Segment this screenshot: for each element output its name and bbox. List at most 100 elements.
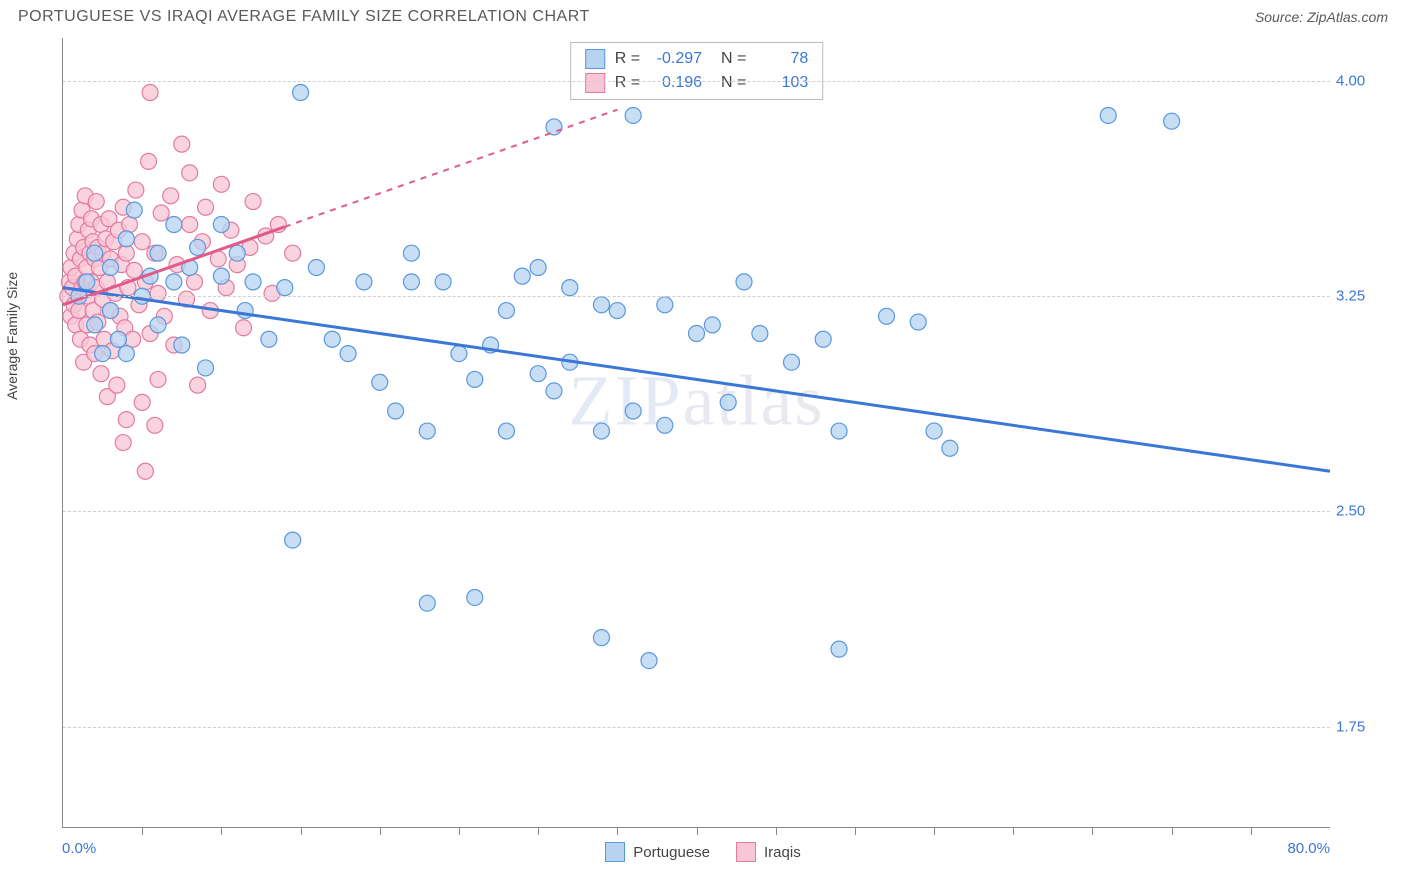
scatter-point: [110, 331, 126, 347]
scatter-point: [689, 326, 705, 342]
scatter-point: [293, 85, 309, 101]
stats-r-label: R =: [615, 71, 640, 95]
scatter-point: [372, 374, 388, 390]
scatter-point: [356, 274, 372, 290]
scatter-point: [166, 274, 182, 290]
scatter-point: [174, 136, 190, 152]
scatter-point: [118, 231, 134, 247]
legend-swatch-iraqis: [736, 842, 756, 862]
scatter-point: [467, 371, 483, 387]
page-title: PORTUGUESE VS IRAQI AVERAGE FAMILY SIZE …: [18, 8, 590, 26]
scatter-point: [213, 176, 229, 192]
scatter-point: [736, 274, 752, 290]
stats-r-value-iraqis: 0.196: [650, 71, 702, 95]
scatter-point: [419, 595, 435, 611]
scatter-point: [190, 377, 206, 393]
scatter-point: [831, 423, 847, 439]
scatter-point: [641, 653, 657, 669]
scatter-point: [122, 216, 138, 232]
scatter-point: [403, 245, 419, 261]
scatter-point: [1100, 107, 1116, 123]
scatter-point: [128, 182, 144, 198]
scatter-point: [609, 303, 625, 319]
scatter-point: [118, 346, 134, 362]
scatter-point: [150, 285, 166, 301]
y-tick-label: 3.25: [1336, 288, 1380, 305]
scatter-point: [340, 346, 356, 362]
scatter-point: [71, 303, 87, 319]
legend-label-portuguese: Portuguese: [633, 844, 710, 861]
scatter-point: [277, 280, 293, 296]
scatter-point: [546, 119, 562, 135]
scatter-svg: [63, 38, 1330, 827]
scatter-point: [285, 532, 301, 548]
scatter-point: [498, 303, 514, 319]
scatter-point: [186, 274, 202, 290]
scatter-point: [115, 435, 131, 451]
swatch-iraqis: [585, 73, 605, 93]
scatter-point: [213, 268, 229, 284]
scatter-point: [79, 274, 95, 290]
scatter-point: [134, 234, 150, 250]
scatter-point: [126, 202, 142, 218]
plot-area: ZIPatlas R = -0.297 N = 78 R = 0.196 N =…: [62, 38, 1330, 828]
scatter-point: [530, 366, 546, 382]
scatter-point: [593, 630, 609, 646]
scatter-point: [150, 371, 166, 387]
scatter-point: [198, 360, 214, 376]
legend: Portuguese Iraqis: [18, 842, 1388, 862]
scatter-point: [815, 331, 831, 347]
scatter-point: [87, 317, 103, 333]
scatter-point: [498, 423, 514, 439]
scatter-point: [95, 346, 111, 362]
scatter-point: [93, 366, 109, 382]
scatter-point: [784, 354, 800, 370]
scatter-point: [213, 216, 229, 232]
scatter-point: [150, 245, 166, 261]
scatter-point: [467, 589, 483, 605]
stats-r-value-portuguese: -0.297: [650, 47, 702, 71]
y-tick-label: 1.75: [1336, 718, 1380, 735]
scatter-point: [451, 346, 467, 362]
trend-line: [63, 288, 1330, 472]
scatter-point: [879, 308, 895, 324]
y-tick-label: 2.50: [1336, 503, 1380, 520]
stats-n-label: N =: [712, 71, 746, 95]
scatter-point: [109, 377, 125, 393]
scatter-point: [831, 641, 847, 657]
stats-n-value-iraqis: 103: [756, 71, 808, 95]
scatter-point: [103, 303, 119, 319]
legend-swatch-portuguese: [605, 842, 625, 862]
scatter-point: [87, 245, 103, 261]
scatter-point: [593, 423, 609, 439]
scatter-point: [166, 216, 182, 232]
legend-item-iraqis: Iraqis: [736, 842, 801, 862]
scatter-point: [926, 423, 942, 439]
scatter-point: [137, 463, 153, 479]
scatter-point: [245, 274, 261, 290]
correlation-chart: Average Family Size ZIPatlas R = -0.297 …: [18, 38, 1388, 874]
scatter-point: [150, 317, 166, 333]
scatter-point: [720, 394, 736, 410]
legend-item-portuguese: Portuguese: [605, 842, 710, 862]
scatter-point: [419, 423, 435, 439]
scatter-point: [942, 440, 958, 456]
scatter-point: [514, 268, 530, 284]
scatter-point: [752, 326, 768, 342]
scatter-point: [261, 331, 277, 347]
scatter-point: [657, 297, 673, 313]
scatter-point: [285, 245, 301, 261]
scatter-point: [530, 260, 546, 276]
scatter-point: [198, 199, 214, 215]
source-credit: Source: ZipAtlas.com: [1255, 9, 1388, 25]
scatter-point: [308, 260, 324, 276]
scatter-point: [182, 216, 198, 232]
scatter-point: [562, 280, 578, 296]
scatter-point: [625, 107, 641, 123]
legend-label-iraqis: Iraqis: [764, 844, 801, 861]
scatter-point: [153, 205, 169, 221]
y-axis-label: Average Family Size: [4, 272, 20, 400]
scatter-point: [245, 194, 261, 210]
scatter-point: [118, 412, 134, 428]
scatter-point: [182, 165, 198, 181]
